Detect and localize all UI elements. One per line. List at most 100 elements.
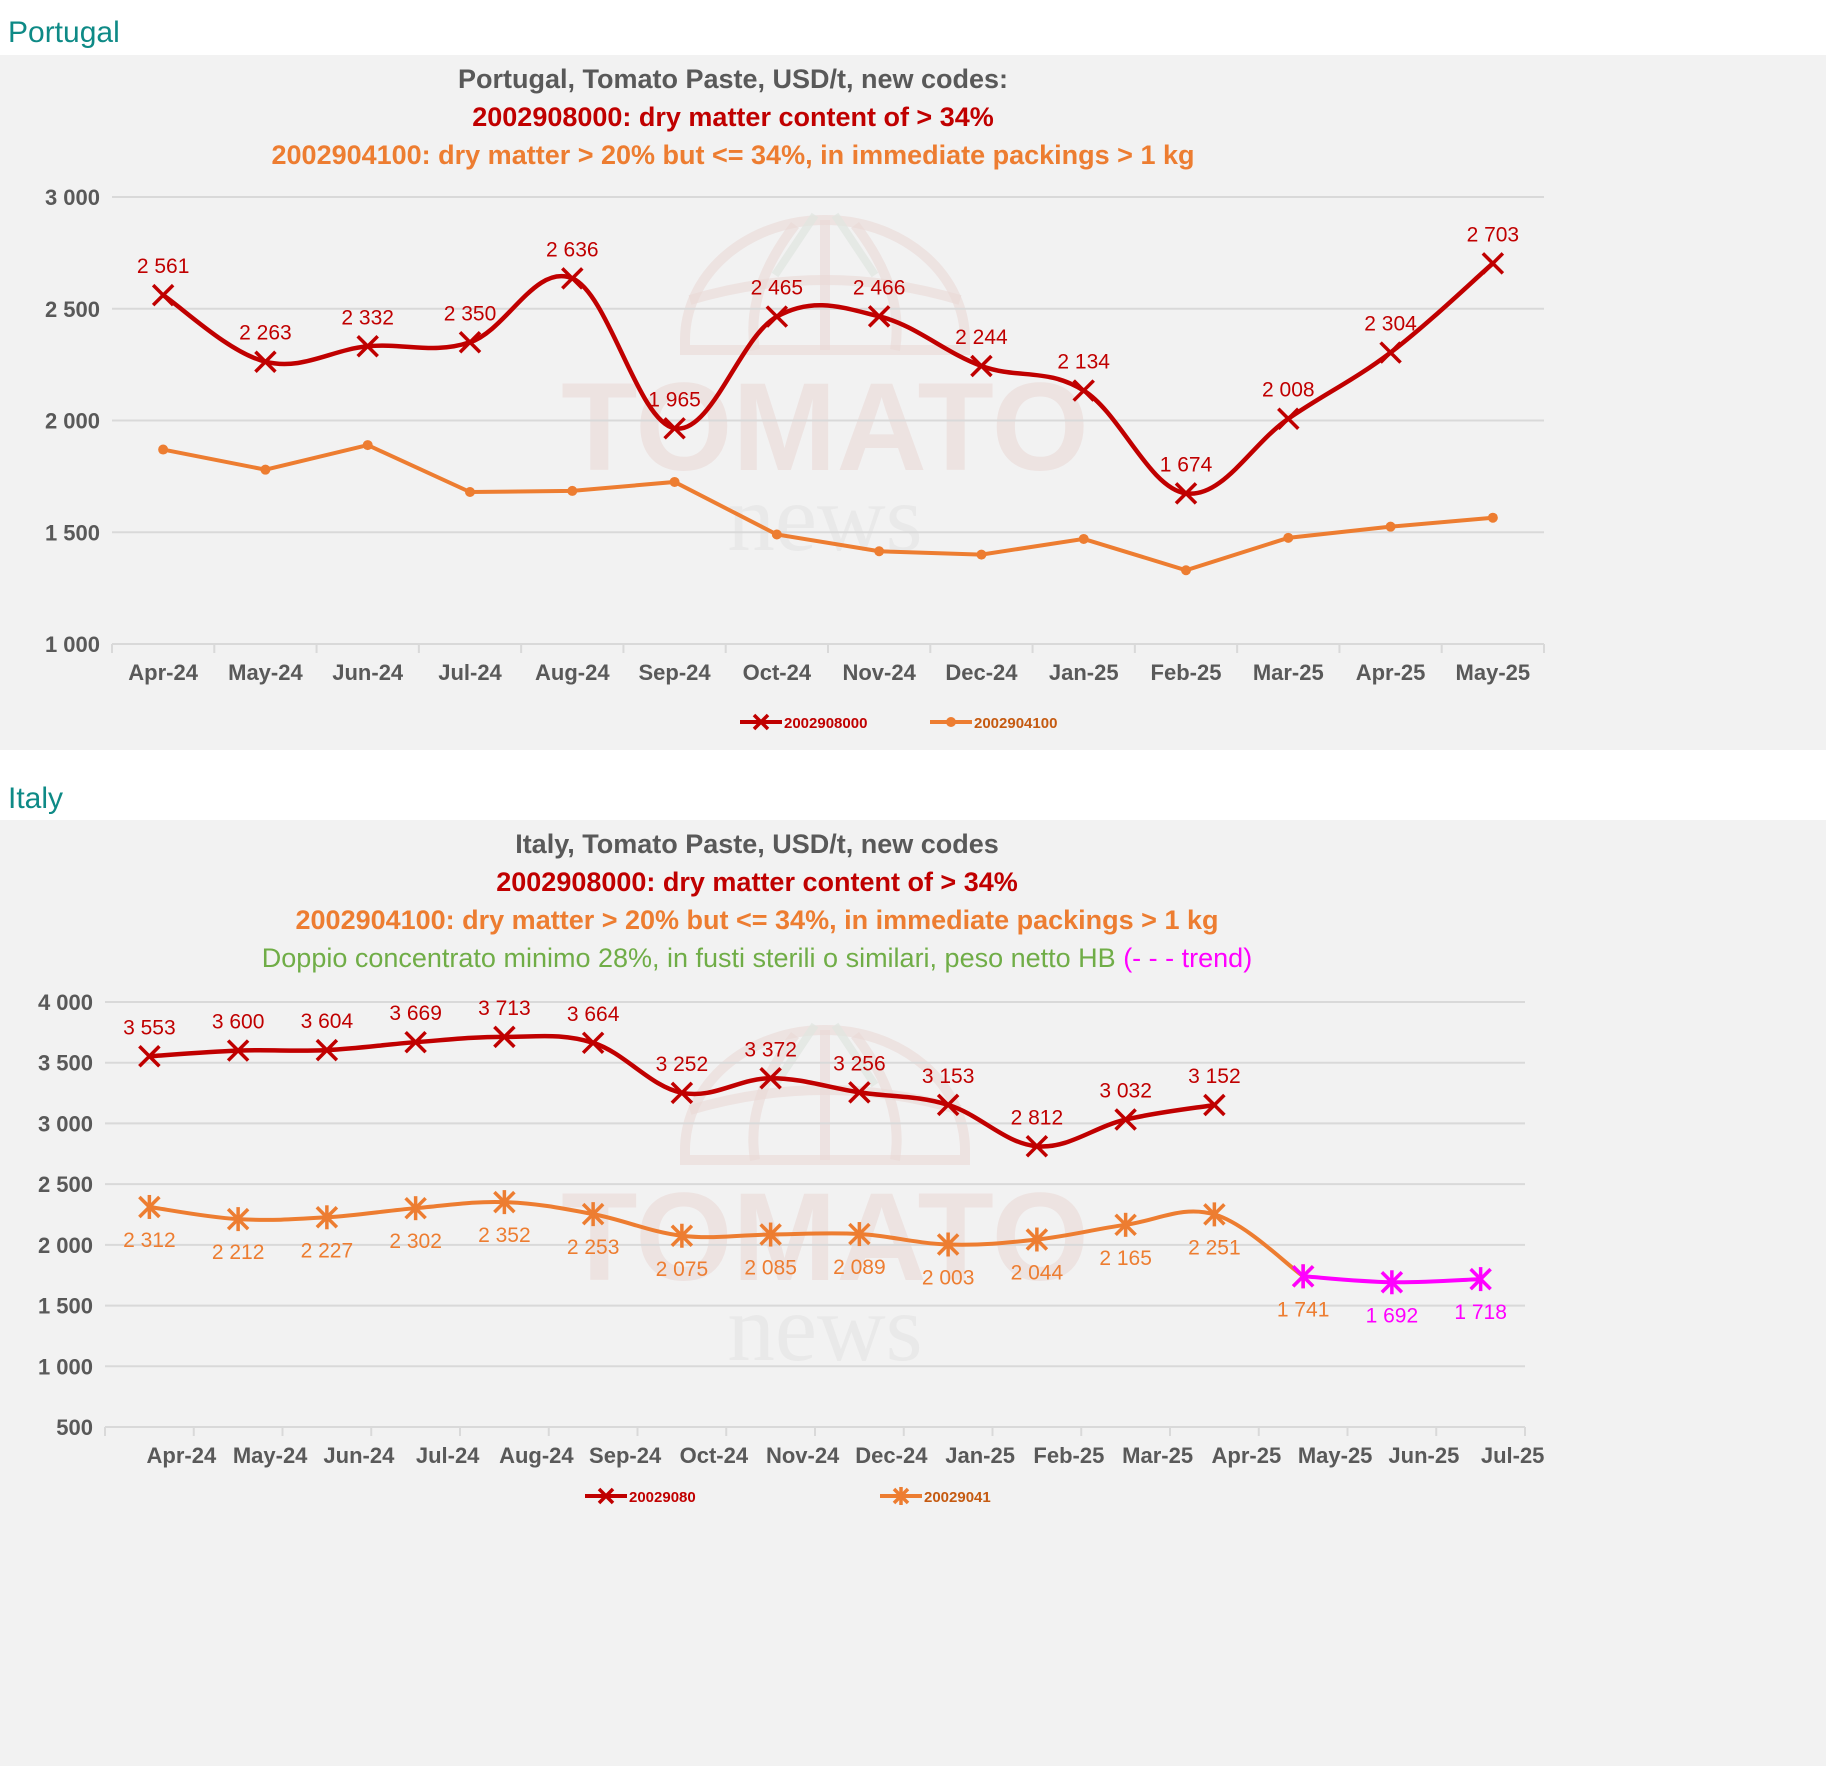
data-label: 3 713	[478, 997, 531, 1020]
data-point-marker	[1078, 533, 1089, 544]
y-tick-label: 500	[56, 1415, 93, 1440]
data-point-marker-stroke	[663, 417, 686, 440]
data-label: 3 600	[212, 1011, 265, 1034]
series-trend: 1 692 1 718	[1291, 1264, 1507, 1327]
watermark-text: news	[727, 465, 922, 571]
data-label: 2 089	[833, 1256, 886, 1279]
data-point-marker-stroke	[138, 1045, 161, 1068]
data-label: 2 251	[1188, 1236, 1241, 1259]
legend-item: 2002904100	[930, 715, 1057, 732]
data-point-marker-stroke	[1481, 252, 1505, 275]
series-2002904100	[158, 440, 1498, 576]
x-tick-label: Jul-24	[416, 1443, 480, 1468]
legend-label: 2002904100	[974, 715, 1057, 732]
watermark-globe-line	[748, 1031, 799, 1161]
data-label: 1 741	[1277, 1298, 1330, 1321]
data-label: 2 312	[123, 1229, 176, 1252]
data-point-marker-stroke	[765, 305, 789, 328]
legend-item: 20029080	[585, 1487, 696, 1506]
x-tick-label: Jun-24	[332, 660, 404, 685]
chart-title-line: 2002904100: dry matter > 20% but <= 34%,…	[272, 140, 1195, 170]
x-tick-label: Jan-25	[945, 1443, 1015, 1468]
chart-title-line: Italy, Tomato Paste, USD/t, new codes	[515, 829, 999, 859]
data-label: 3 372	[744, 1038, 797, 1061]
y-tick-label: 2 500	[45, 297, 100, 322]
subtitle-green: Doppio concentrato minimo 28%, in fusti …	[262, 943, 1123, 973]
x-tick-label: Feb-25	[1033, 1443, 1104, 1468]
watermark-globe-line	[851, 221, 902, 351]
y-tick-label: 2 000	[38, 1233, 93, 1258]
y-tick-label: 2 000	[45, 409, 100, 434]
data-point-marker-stroke	[867, 305, 891, 328]
legend-item: 2002908000	[740, 713, 867, 732]
chart-title: Portugal, Tomato Paste, USD/t, new codes…	[272, 64, 1195, 170]
data-point-marker	[158, 444, 169, 455]
data-label: 2 332	[341, 306, 394, 329]
data-label: 3 669	[389, 1002, 442, 1025]
x-tick-label: Jun-24	[323, 1443, 395, 1468]
data-point-marker-stroke	[226, 1039, 250, 1062]
data-label: 2 003	[922, 1266, 975, 1289]
data-point-marker-stroke	[254, 350, 277, 373]
data-label: 2 465	[751, 277, 804, 300]
data-label: 2 812	[1011, 1106, 1064, 1129]
x-tick-label: Jul-24	[438, 660, 502, 685]
data-point-marker-stroke	[759, 1067, 782, 1090]
x-tick-label: Oct-24	[680, 1443, 749, 1468]
data-point-marker-stroke	[1072, 379, 1095, 402]
data-label: 1 692	[1366, 1304, 1419, 1327]
data-label: 2 244	[955, 326, 1008, 349]
data-label: 3 256	[833, 1052, 886, 1075]
legend-label: 20029041	[924, 1489, 991, 1506]
x-axis: Apr-24 May-24 Jun-24 Jul-24 Aug-24 Sep-24 Oct-…	[104, 1426, 1544, 1468]
watermark-text: TOMATO	[561, 358, 1089, 497]
chart-title: Italy, Tomato Paste, USD/t, new codes 200…	[262, 829, 1252, 973]
y-tick-label: 2 500	[38, 1172, 93, 1197]
watermark-text: news	[727, 1275, 922, 1381]
data-label: 2 263	[239, 322, 292, 345]
watermark-text: TOMATO	[561, 1168, 1089, 1307]
x-tick-label: Sep-24	[589, 1443, 662, 1468]
portugal-chart-panel: TOMATO news Portugal, Tomato Paste, USD/t…	[0, 55, 1826, 750]
y-tick-label: 3 500	[38, 1051, 93, 1076]
series-layer: 3 553 3 600 3 604 3 669 3 713 3 664 3 252 3 372…	[123, 997, 1507, 1327]
x-tick-label: Apr-25	[1212, 1443, 1282, 1468]
watermark-globe-line	[851, 1031, 902, 1161]
data-label: 3 664	[567, 1003, 620, 1026]
x-tick-label: Dec-24	[945, 660, 1018, 685]
data-point-marker	[669, 476, 680, 487]
data-label: 2 466	[853, 276, 906, 299]
x-tick-label: Oct-24	[743, 660, 812, 685]
data-label: 2 350	[444, 302, 497, 325]
gridlines	[112, 196, 1544, 534]
italy-chart-panel: TOMATO news Italy, Tomato Paste, USD/t, n…	[0, 820, 1826, 1766]
x-tick-label: May-25	[1298, 1443, 1373, 1468]
x-tick-label: Mar-25	[1122, 1443, 1193, 1468]
data-label: 3 032	[1099, 1080, 1152, 1103]
data-label: 2 352	[478, 1224, 531, 1247]
watermark-leaf	[771, 1022, 879, 1088]
data-label: 2 008	[1262, 379, 1315, 402]
data-point-marker-stroke	[315, 1038, 339, 1062]
data-point-marker-stroke	[404, 1030, 427, 1054]
data-label: 1 718	[1454, 1301, 1507, 1324]
chart-title-line: 2002908000: dry matter content of > 34%	[472, 102, 994, 132]
data-point-marker-stroke	[1379, 341, 1402, 364]
x-tick-label: Mar-25	[1253, 660, 1324, 685]
x-tick-label: Nov-24	[842, 660, 916, 685]
y-tick-label: 3 000	[45, 185, 100, 210]
data-label: 2 085	[744, 1257, 797, 1280]
data-label: 2 165	[1099, 1247, 1152, 1270]
data-label: 1 965	[648, 388, 701, 411]
data-point-marker	[1385, 521, 1396, 532]
y-axis-ticks: 500 1 000 1 500 2 000 2 500 3 000 3 500 4 000	[38, 990, 93, 1440]
data-point-marker	[260, 464, 271, 475]
legend-marker	[597, 1487, 615, 1505]
data-label: 2 703	[1467, 223, 1520, 246]
data-point-marker-stroke	[1174, 482, 1198, 505]
x-tick-label: Jun-25	[1388, 1443, 1459, 1468]
series-line	[161, 442, 1495, 573]
y-tick-label: 1 500	[38, 1294, 93, 1319]
